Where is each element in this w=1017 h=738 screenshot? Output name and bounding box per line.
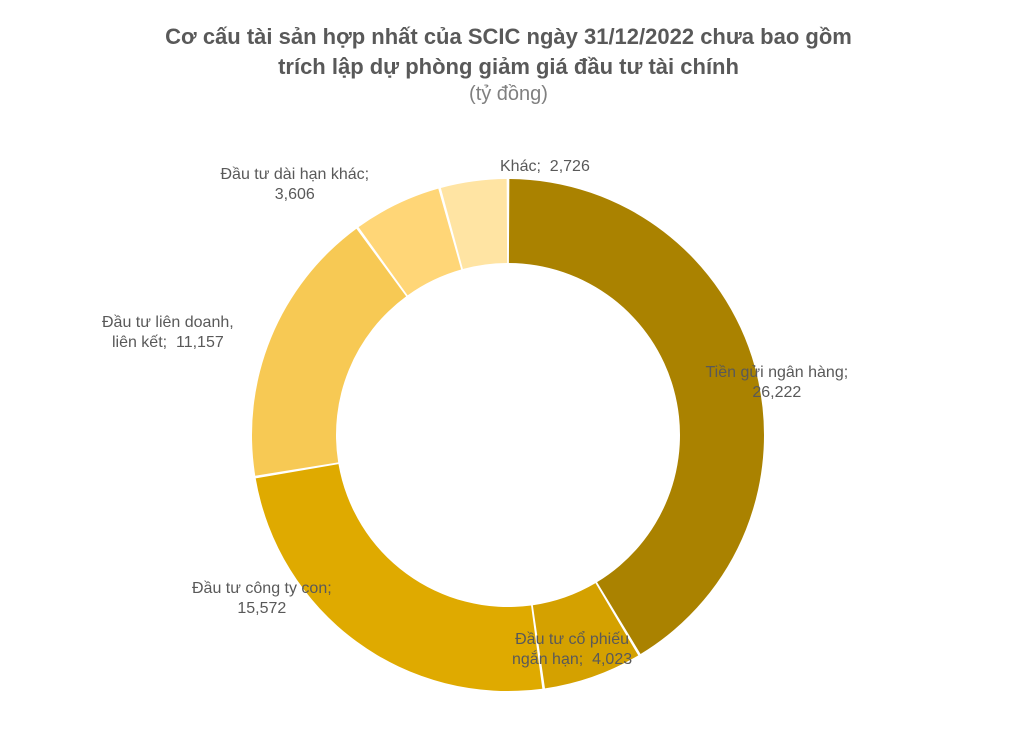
donut-chart — [0, 0, 1017, 738]
slice-ti-n-g-i-ng-n-h-ng — [509, 179, 764, 654]
slice-label: Khác; 2,726 — [500, 157, 590, 177]
slice-label: Đầu tư cổ phiếu ngắn hạn; 4,023 — [512, 630, 632, 670]
slice-label: Tiền gửi ngân hàng; 26,222 — [706, 363, 849, 403]
slice--u-t-li-n-doanh-li-n-k-t — [252, 229, 406, 476]
slice-label: Đầu tư dài hạn khác; 3,606 — [221, 165, 370, 205]
slice-label: Đầu tư liên doanh, liên kết; 11,157 — [102, 313, 234, 353]
slice--u-t-c-ng-ty-con — [256, 464, 543, 691]
slice-label: Đầu tư công ty con; 15,572 — [192, 579, 332, 619]
